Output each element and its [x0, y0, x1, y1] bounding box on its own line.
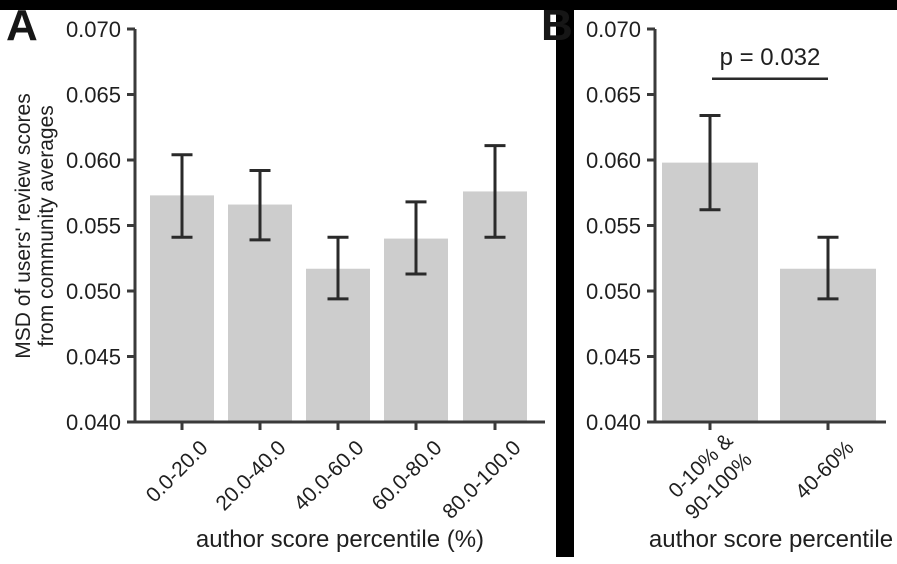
panel-a-ylabel-line1: MSD of users' review scores [12, 93, 35, 358]
y-tick-label: 0.040 [586, 410, 641, 435]
x-tick-label-line: 20.0-40.0 [212, 436, 291, 515]
x-tick-label-line: 60.0-80.0 [368, 436, 447, 515]
x-tick-label-b-0: 0-10% &90-100% [664, 429, 756, 524]
y-tick-label: 0.045 [586, 345, 641, 370]
y-tick-label: 0.070 [586, 17, 641, 42]
significance-label: p = 0.032 [720, 44, 821, 71]
y-tick-label: 0.055 [66, 214, 121, 239]
x-tick-label-a-3: 60.0-80.0 [368, 436, 447, 515]
x-tick-label-line: 0.0-20.0 [142, 436, 213, 507]
error-bar-a-2 [327, 235, 349, 301]
y-tick-label: 0.065 [586, 83, 641, 108]
x-tick-label-a-2: 40.0-60.0 [290, 436, 369, 515]
panel-b-label: B [541, 1, 573, 50]
top-border-bar [0, 0, 897, 10]
error-bar-a-1 [249, 168, 271, 242]
x-tick-label-line: 40-60% [791, 436, 858, 503]
y-tick-label: 0.060 [66, 148, 121, 173]
panel-b-xlabel: author score percentile [649, 526, 893, 553]
error-bar-b-1 [817, 235, 839, 301]
y-tick-label: 0.045 [66, 345, 121, 370]
panel-b-plot: 0.040 0.045 0.050 0.055 0.060 0.065 0.070 0-10%… [586, 17, 886, 524]
x-tick-label-b-1: 40-60% [791, 436, 858, 503]
x-tick-label-line: 40.0-60.0 [290, 436, 369, 515]
error-bar-a-4 [484, 144, 506, 239]
y-tick-label: 0.070 [66, 17, 121, 42]
panel-divider [556, 0, 574, 557]
x-tick-label-line: 80.0-100.0 [438, 436, 525, 523]
panel-a-label: A [6, 1, 38, 50]
y-tick-label: 0.060 [586, 148, 641, 173]
x-tick-label-a-4: 80.0-100.0 [438, 436, 525, 523]
panel-a-ylabel-line2: from community averages [35, 105, 58, 347]
x-tick-label-a-1: 20.0-40.0 [212, 436, 291, 515]
y-tick-label: 0.040 [66, 410, 121, 435]
y-tick-label: 0.050 [586, 279, 641, 304]
y-tick-label: 0.055 [586, 214, 641, 239]
panel-a-plot: 0.040 0.045 0.050 0.055 0.060 0.065 0.070 0.0-2… [66, 17, 545, 524]
error-bar-a-3 [405, 200, 427, 276]
error-bar-b-0 [699, 113, 721, 212]
y-tick-label: 0.050 [66, 279, 121, 304]
x-tick-label-a-0: 0.0-20.0 [142, 436, 213, 507]
error-bar-a-0 [171, 153, 193, 239]
y-tick-label: 0.065 [66, 83, 121, 108]
panel-a-xlabel: author score percentile (%) [196, 526, 484, 553]
